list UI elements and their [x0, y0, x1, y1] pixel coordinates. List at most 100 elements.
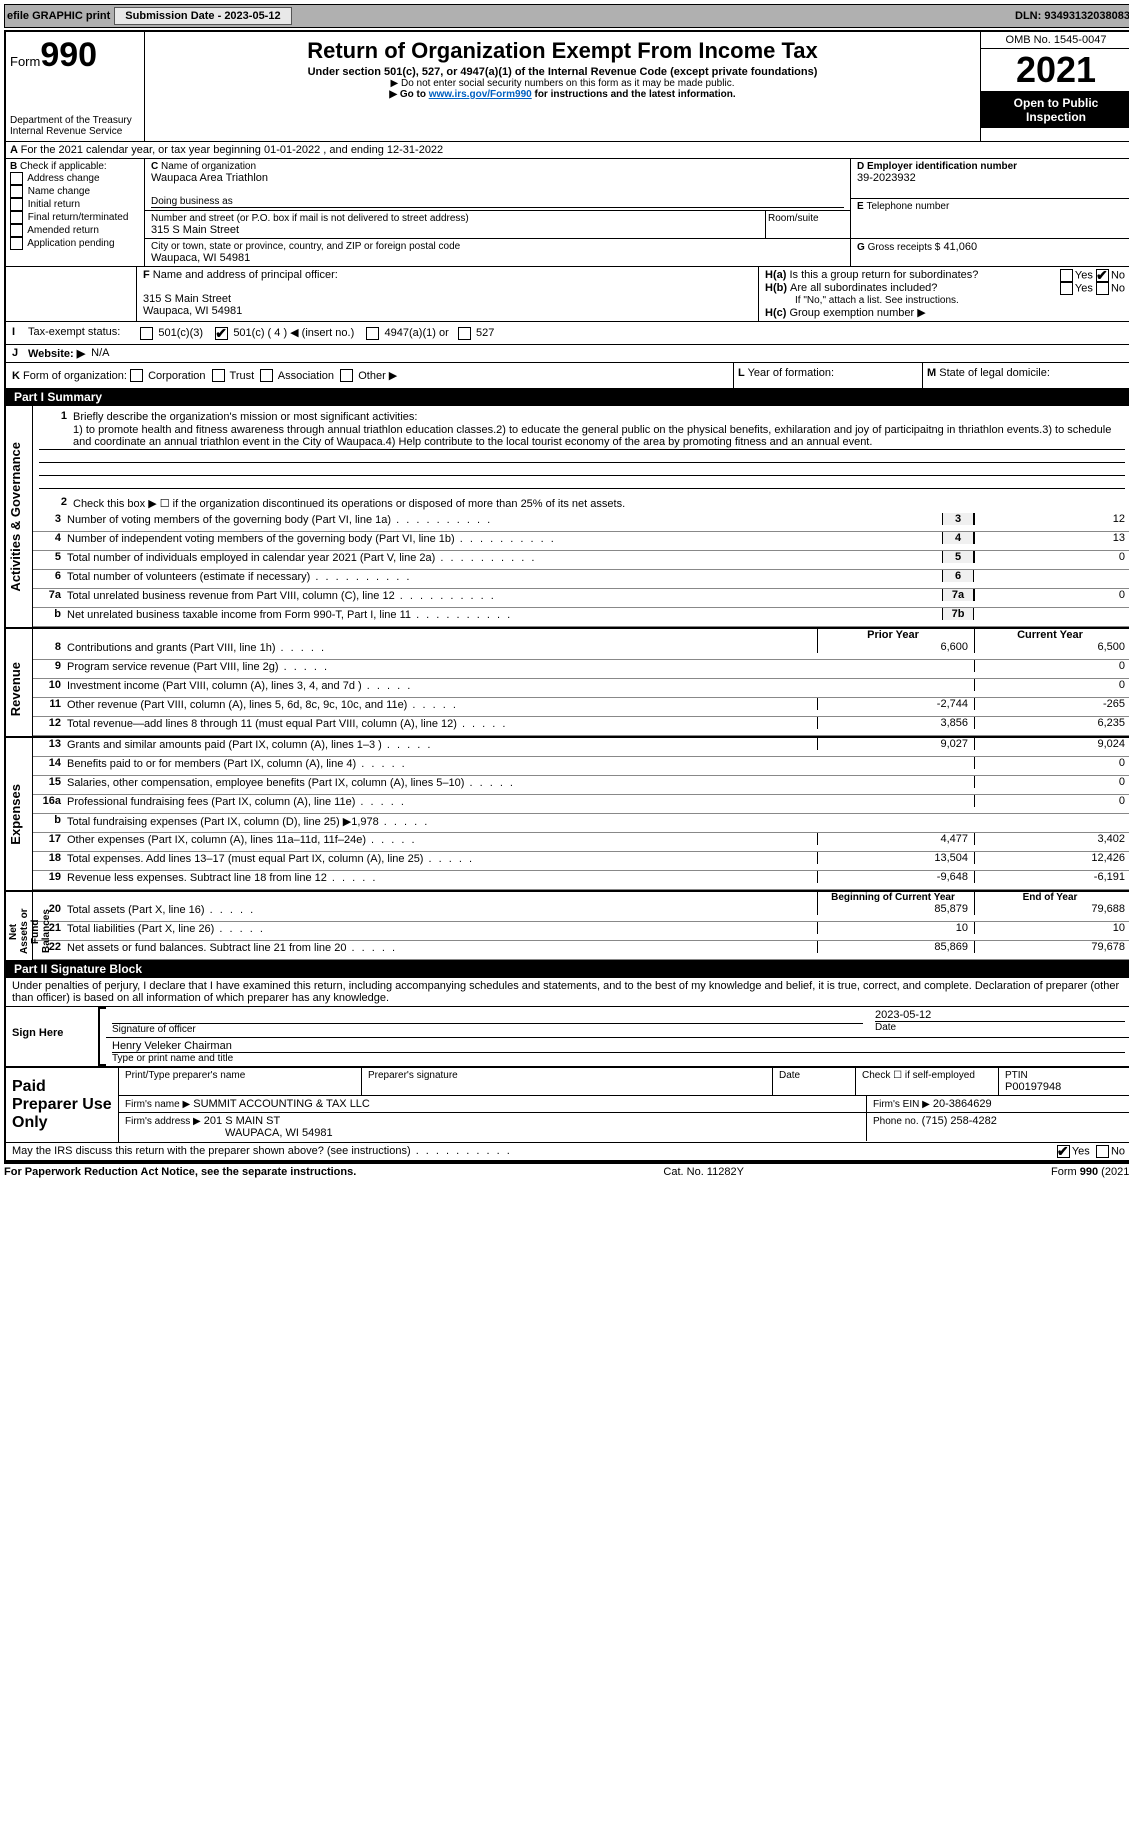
cb-other[interactable]: [340, 369, 353, 382]
goto-pre: ▶ Go to: [389, 89, 428, 100]
org-name-label: Name of organization: [161, 161, 256, 172]
prior-year-header: Prior Year: [817, 629, 974, 641]
sign-here-block: Sign Here Signature of officer 2023-05-1…: [6, 1006, 1129, 1066]
cb-501c[interactable]: [215, 327, 228, 340]
type-name-label: Type or print name and title: [112, 1053, 1125, 1064]
cb-assoc[interactable]: [260, 369, 273, 382]
governance-sidebar: Activities & Governance: [6, 406, 33, 627]
section-fh: F Name and address of principal officer:…: [6, 266, 1129, 321]
section-klm: K Form of organization: Corporation Trus…: [6, 362, 1129, 389]
cb-final-return[interactable]: Final return/terminated: [10, 211, 140, 224]
na-headers: Beginning of Current Year End of Year: [6, 890, 1129, 903]
city-label: City or town, state or province, country…: [151, 241, 844, 252]
netassets-label: Net Assets or Fund Balances: [6, 903, 54, 960]
expenses-label: Expenses: [6, 780, 25, 849]
firm-addr2: WAUPACA, WI 54981: [125, 1127, 333, 1139]
form-org-label: Form of organization:: [23, 370, 127, 382]
form-title: Return of Organization Exempt From Incom…: [149, 38, 976, 64]
q1-label: Briefly describe the organization's miss…: [73, 410, 1125, 424]
page-footer: For Paperwork Reduction Act Notice, see …: [4, 1162, 1129, 1178]
cb-501c3[interactable]: [140, 327, 153, 340]
gov-line-5: 5Total number of individuals employed in…: [33, 551, 1129, 570]
submission-date-button[interactable]: Submission Date - 2023-05-12: [114, 7, 291, 25]
ha-no[interactable]: [1096, 269, 1109, 282]
governance-label: Activities & Governance: [6, 438, 25, 596]
irs-link[interactable]: www.irs.gov/Form990: [429, 89, 532, 100]
exp-line-13: 13Grants and similar amounts paid (Part …: [33, 738, 1129, 757]
form-container: Form990 Department of the Treasury Inter…: [4, 30, 1129, 1162]
gov-line-3: 3Number of voting members of the governi…: [33, 513, 1129, 532]
cb-name-change[interactable]: Name change: [10, 185, 140, 198]
self-employed-check[interactable]: Check ☐ if self-employed: [856, 1068, 999, 1095]
cb-4947[interactable]: [366, 327, 379, 340]
gov-line-7a: 7aTotal unrelated business revenue from …: [33, 589, 1129, 608]
dept-irs: Internal Revenue Service: [10, 126, 140, 137]
officer-addr1: 315 S Main Street: [143, 293, 752, 305]
discuss-yes[interactable]: [1057, 1145, 1070, 1158]
part1-bar: Part I Summary: [6, 388, 1129, 406]
hb-no[interactable]: [1096, 282, 1109, 295]
firm-name: SUMMIT ACCOUNTING & TAX LLC: [193, 1098, 370, 1110]
firm-phone-label: Phone no.: [873, 1116, 919, 1127]
exp-line-14: 14Benefits paid to or for members (Part …: [33, 757, 1129, 776]
header-center: Return of Organization Exempt From Incom…: [145, 32, 980, 141]
na-line-20: 20Total assets (Part X, line 16)85,87979…: [33, 903, 1129, 922]
officer-name-title: Henry Veleker Chairman: [112, 1040, 1125, 1053]
section-i: I Tax-exempt status: 501(c)(3) 501(c) ( …: [6, 321, 1129, 344]
netassets-block: Net Assets or Fund Balances 20Total asse…: [6, 903, 1129, 960]
prep-date-label: Date: [773, 1068, 856, 1095]
goto-note: ▶ Go to www.irs.gov/Form990 for instruct…: [149, 89, 976, 100]
paid-preparer-label: Paid Preparer Use Only: [6, 1068, 118, 1142]
paid-preparer-block: Paid Preparer Use Only Print/Type prepar…: [6, 1066, 1129, 1142]
efile-topbar: efile GRAPHIC print Submission Date - 20…: [4, 4, 1129, 28]
gov-line-b: bNet unrelated business taxable income f…: [33, 608, 1129, 627]
ha-yes[interactable]: [1060, 269, 1073, 282]
gov-line-4: 4Number of independent voting members of…: [33, 532, 1129, 551]
cb-initial-return[interactable]: Initial return: [10, 198, 140, 211]
gov-line-6: 6Total number of volunteers (estimate if…: [33, 570, 1129, 589]
firm-addr1: 201 S MAIN ST: [204, 1115, 280, 1127]
hb-label: Are all subordinates included?: [790, 282, 937, 294]
section-h: H(a) Is this a group return for subordin…: [758, 267, 1129, 321]
cb-address-change[interactable]: Address change: [10, 172, 140, 185]
exp-line-b: bTotal fundraising expenses (Part IX, co…: [33, 814, 1129, 833]
addr-label: Number and street (or P.O. box if mail i…: [151, 213, 759, 224]
expenses-block: Expenses 13Grants and similar amounts pa…: [6, 736, 1129, 890]
year-headers: Prior Year Current Year: [6, 627, 1129, 641]
footer-mid: Cat. No. 11282Y: [663, 1166, 744, 1178]
cb-527[interactable]: [458, 327, 471, 340]
rev-line-8: 8Contributions and grants (Part VIII, li…: [33, 641, 1129, 660]
footer-right: Form 990 (2021): [1051, 1166, 1129, 1178]
ptin-value: P00197948: [1005, 1081, 1125, 1093]
dept-treasury: Department of the Treasury: [10, 115, 140, 126]
sign-here-label: Sign Here: [6, 1007, 98, 1066]
ein-value: 39-2023932: [857, 172, 1125, 184]
discuss-no[interactable]: [1096, 1145, 1109, 1158]
revenue-label: Revenue: [6, 658, 25, 720]
firm-addr-label: Firm's address ▶: [125, 1116, 201, 1127]
na-line-21: 21Total liabilities (Part X, line 26)101…: [33, 922, 1129, 941]
state-domicile-label: State of legal domicile:: [939, 367, 1050, 379]
cb-corp[interactable]: [130, 369, 143, 382]
ptin-label: PTIN: [1005, 1070, 1125, 1081]
exp-line-17: 17Other expenses (Part IX, column (A), l…: [33, 833, 1129, 852]
open-public-badge: Open to Public Inspection: [981, 92, 1129, 128]
na-line-22: 22Net assets or fund balances. Subtract …: [33, 941, 1129, 960]
hb-yes[interactable]: [1060, 282, 1073, 295]
section-b: B Check if applicable: Address change Na…: [6, 159, 145, 266]
form-prefix: Form: [10, 54, 40, 69]
omb-number: OMB No. 1545-0047: [981, 32, 1129, 49]
q2-text: Check this box ▶ ☐ if the organization d…: [73, 496, 1125, 511]
revenue-block: Revenue 8Contributions and grants (Part …: [6, 641, 1129, 736]
tax-exempt-label: Tax-exempt status:: [28, 326, 120, 340]
rev-line-11: 11Other revenue (Part VIII, column (A), …: [33, 698, 1129, 717]
section-f: F Name and address of principal officer:…: [137, 267, 758, 321]
gross-receipts-label: Gross receipts $: [868, 242, 941, 253]
phone-label: Telephone number: [866, 201, 949, 212]
cb-amended[interactable]: Amended return: [10, 224, 140, 237]
cb-app-pending[interactable]: Application pending: [10, 237, 140, 250]
firm-ein: 20-3864629: [933, 1098, 992, 1110]
cb-trust[interactable]: [212, 369, 225, 382]
officer-label: Name and address of principal officer:: [153, 269, 338, 281]
form-number-big: 990: [40, 36, 97, 74]
